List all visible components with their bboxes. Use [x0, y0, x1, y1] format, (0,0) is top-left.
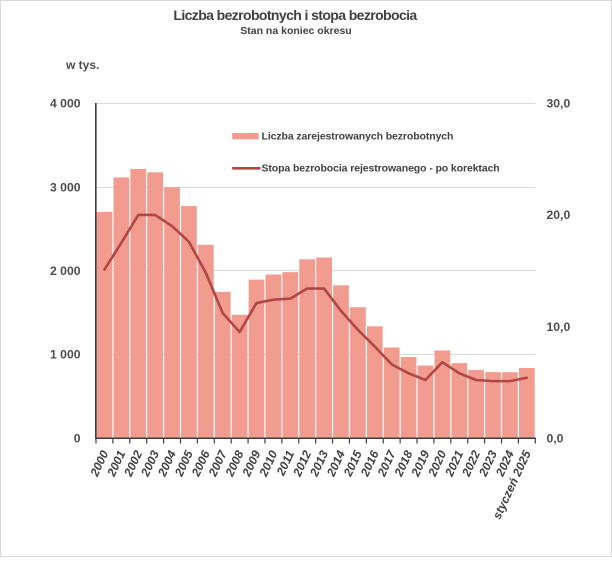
svg-text:Stan na koniec okresu: Stan na koniec okresu [240, 25, 351, 37]
svg-text:3 000: 3 000 [50, 180, 81, 194]
svg-text:30,0: 30,0 [547, 97, 571, 111]
svg-text:Stopa bezrobocia rejestrowaneg: Stopa bezrobocia rejestrowanego - po kor… [262, 163, 500, 175]
svg-text:1 000: 1 000 [50, 348, 81, 362]
svg-text:0: 0 [74, 431, 81, 445]
svg-text:Liczba bezrobotnych i stopa be: Liczba bezrobotnych i stopa bezrobocia [173, 7, 417, 23]
svg-text:w tys.: w tys. [65, 58, 99, 72]
svg-text:2 000: 2 000 [50, 264, 81, 278]
svg-text:20,0: 20,0 [547, 208, 571, 222]
svg-text:10,0: 10,0 [547, 320, 571, 334]
svg-text:Liczba zarejestrowanych bezrob: Liczba zarejestrowanych bezrobotnych [262, 131, 454, 143]
svg-text:0,0: 0,0 [547, 431, 564, 445]
svg-text:4 000: 4 000 [50, 97, 81, 111]
